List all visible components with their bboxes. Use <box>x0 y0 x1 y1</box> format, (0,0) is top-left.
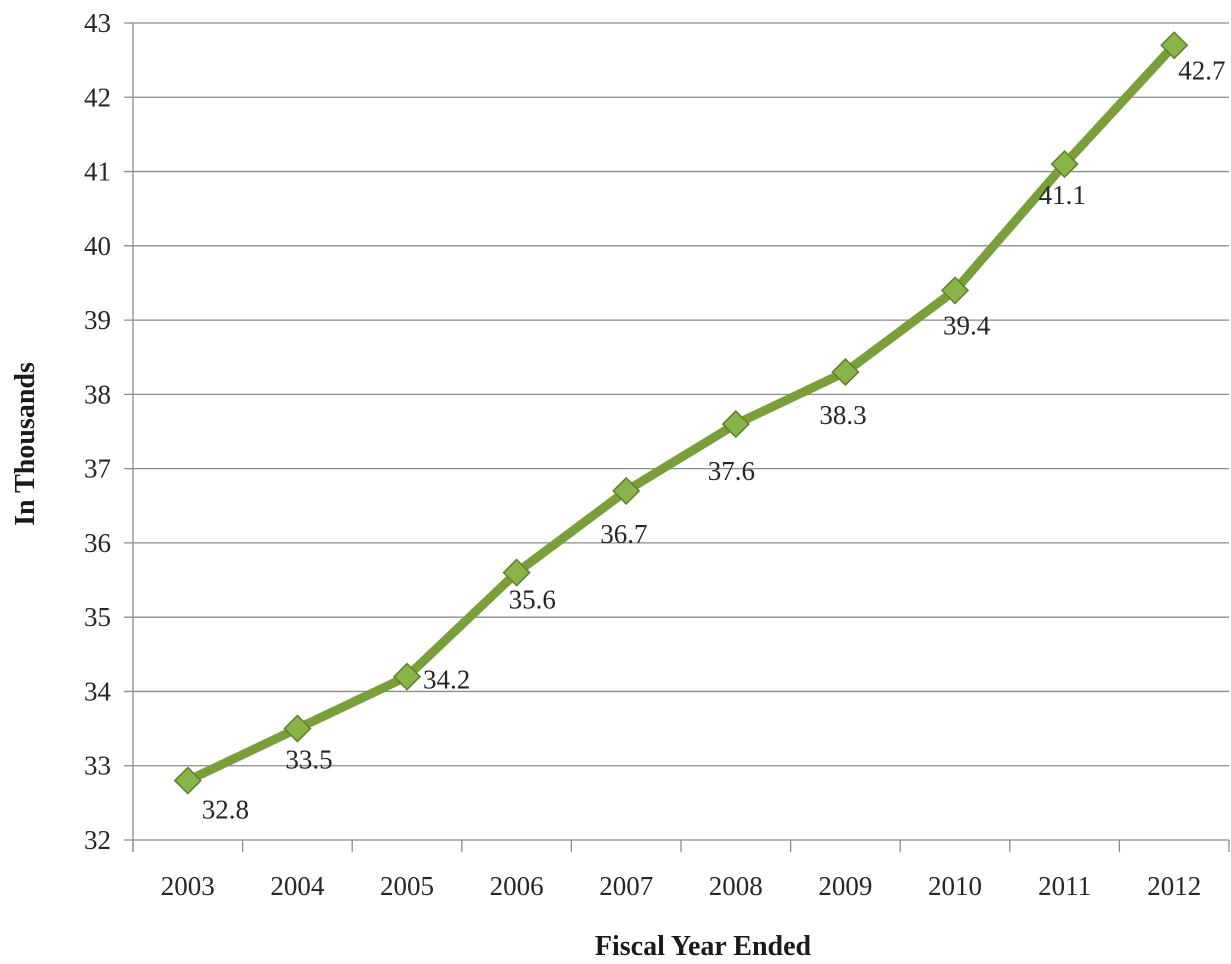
data-point-marker <box>612 476 641 505</box>
data-label: 42.7 <box>1178 55 1225 85</box>
gridlines <box>124 22 1229 841</box>
x-tick-label: 2010 <box>928 871 982 901</box>
x-tick-label: 2004 <box>270 871 325 901</box>
y-tick-label: 43 <box>84 8 111 38</box>
y-tick-label: 37 <box>84 454 111 484</box>
data-label: 32.8 <box>202 795 249 825</box>
x-tick-label: 2006 <box>490 871 544 901</box>
x-tick-label: 2007 <box>599 871 653 901</box>
y-axis-title: In Thousands <box>10 362 41 526</box>
x-tick-label: 2003 <box>161 871 215 901</box>
data-labels: 32.8 33.5 34.2 35.6 36.7 37.6 38.3 39.4 41.1 42.7 <box>202 55 1226 824</box>
x-tick-label: 2011 <box>1038 871 1091 901</box>
series-line <box>183 40 1179 786</box>
y-tick-label: 33 <box>84 751 111 781</box>
data-label: 36.7 <box>600 519 647 549</box>
series-line-group <box>183 40 1179 786</box>
data-point-marker <box>502 558 531 587</box>
data-label: 39.4 <box>943 310 991 340</box>
x-tick-labels: 2003 2004 2005 2006 2007 2008 2009 2010 2011 2012 <box>161 871 1201 901</box>
y-tick-label: 39 <box>84 305 111 335</box>
x-tick-label: 2009 <box>818 871 872 901</box>
axes <box>132 23 1230 852</box>
data-label: 34.2 <box>423 665 470 695</box>
data-point-marker <box>721 410 750 439</box>
y-tick-label: 42 <box>84 82 111 112</box>
x-tick-label: 2005 <box>380 871 434 901</box>
y-tick-label: 40 <box>84 231 111 261</box>
data-point-marker <box>831 358 860 387</box>
data-label: 38.3 <box>819 400 866 430</box>
data-label: 35.6 <box>509 585 556 615</box>
x-tick-label: 2008 <box>709 871 763 901</box>
data-point-marker <box>173 766 202 795</box>
y-tick-label: 34 <box>84 676 112 706</box>
data-label: 41.1 <box>1039 180 1086 210</box>
x-tick-label: 2012 <box>1147 871 1201 901</box>
data-point-marker <box>283 714 312 743</box>
data-markers <box>173 31 1189 795</box>
data-point-marker <box>1050 150 1079 179</box>
y-tick-label: 36 <box>84 528 111 558</box>
data-point-marker <box>1160 31 1189 60</box>
data-point-marker <box>940 276 970 305</box>
y-tick-label: 41 <box>84 157 111 187</box>
y-tick-label: 38 <box>84 379 111 409</box>
x-axis-title: Fiscal Year Ended <box>595 931 812 962</box>
y-tick-label: 32 <box>84 825 111 855</box>
data-label: 37.6 <box>708 456 755 486</box>
y-tick-labels: 32 33 34 35 36 37 38 39 40 41 42 43 <box>84 8 112 855</box>
data-point-marker <box>392 662 422 691</box>
y-tick-label: 35 <box>84 602 111 632</box>
data-label: 33.5 <box>285 745 332 775</box>
